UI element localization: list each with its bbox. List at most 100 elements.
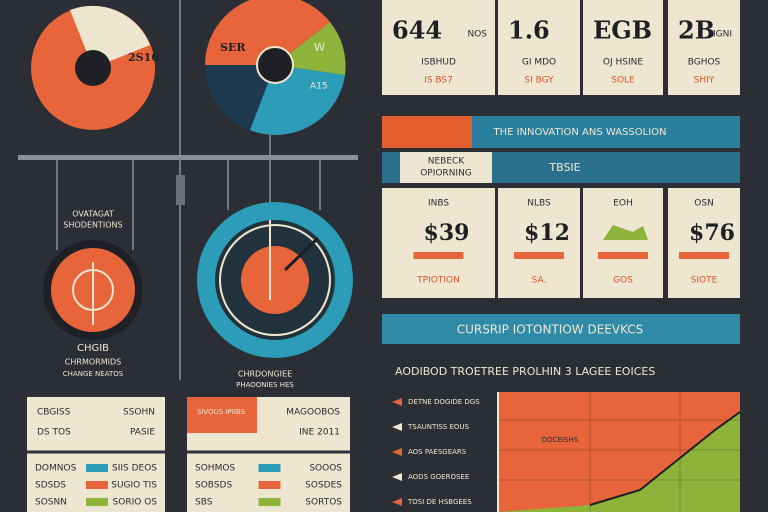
card [27, 397, 165, 512]
card [498, 188, 580, 298]
banner-accent [382, 116, 472, 148]
card-line: BGHOS [688, 58, 721, 68]
label: SHODENTIONS [63, 221, 122, 230]
row-label: DOMNOS [35, 464, 77, 474]
card-line: IS BS7 [424, 76, 453, 86]
card-head: EOH [613, 199, 633, 209]
card-sub: PASIE [130, 428, 155, 438]
chart-label: DETNE DOGIDE DGS [408, 398, 480, 406]
knob [176, 175, 185, 205]
card-line: ISBHUD [421, 58, 456, 68]
card-head: CBGISS [37, 408, 71, 418]
row-bar [86, 498, 108, 506]
card-unit: NOS [467, 30, 487, 40]
mid-cards: INBS $39 TPIOTION NLBS $12 SA. EOH GOS OSN $76 SIO… [382, 188, 740, 298]
card-unit: IGNI [713, 30, 732, 40]
banner-text: THE INNOVATION ANS WASSOLION [492, 127, 666, 138]
card-line: GI MDO [522, 58, 556, 68]
row-label: SOSNN [35, 498, 67, 508]
label: OVATAGAT [72, 210, 114, 219]
row-value: SOOOS [309, 464, 342, 474]
card-value: 2B [678, 16, 715, 45]
icon [392, 448, 402, 456]
card-sub: SIOTE [691, 276, 718, 286]
card-head: SIVOUS IPIIBS [197, 408, 246, 416]
row-label: SOBSDS [195, 481, 232, 491]
card-bar [598, 252, 648, 259]
card-line: SHIY [694, 76, 715, 86]
area-chart [497, 392, 741, 512]
card-sub: DS TOS [37, 428, 71, 438]
pie-label: W [314, 41, 325, 54]
card-bar [679, 252, 729, 259]
card-head: INBS [428, 199, 449, 209]
card-sub: SA. [532, 276, 547, 286]
card-tab [187, 397, 257, 433]
card [382, 0, 495, 95]
card-head: SSOHN [123, 408, 155, 418]
chart-label: AODS GOEROSEE [408, 473, 469, 481]
bottom-cards: CBGISS SSOHN DS TOS PASIE DOMNOS SIIS DEOS SDS… [27, 397, 350, 512]
subheader-text: TBSIE [548, 161, 580, 174]
icon [392, 498, 402, 506]
label: PHAOONIES HES [236, 381, 294, 389]
chart-label: TSAUNTISS EOUS [407, 423, 470, 431]
right-pie [205, 0, 346, 135]
icon [392, 423, 402, 431]
top-cards: 644 NOS ISBHUD IS BS7 1.6 GI MDO SI BGY EGB OJ H… [382, 0, 740, 95]
subheader-cell [400, 152, 492, 183]
card-head: OSN [694, 199, 714, 209]
card-line: OJ HSINE [603, 58, 643, 68]
card-head: NLBS [527, 199, 551, 209]
card-sub: INE 2011 [299, 428, 340, 438]
card-bar [413, 252, 464, 259]
pie-label: SER [220, 41, 246, 54]
chart-labels: DETNE DOGIDE DGS TSAUNTISS EOUS AOS PAESGE… [392, 398, 480, 506]
row-label: SOHMOS [195, 464, 235, 474]
card-sub: GOS [613, 276, 633, 286]
card-value: 1.6 [508, 16, 550, 45]
row-bar [86, 481, 108, 489]
card-value: $39 [424, 220, 470, 246]
label: CHRDONGIEE [238, 370, 292, 379]
row-value: SORIO OS [113, 498, 158, 508]
card-sub: TPIOTION [416, 276, 460, 286]
card [668, 0, 740, 95]
card [668, 188, 740, 298]
banner [382, 314, 740, 344]
card [498, 0, 580, 95]
pie-label: A15 [310, 82, 328, 92]
card-line: SI BGY [524, 76, 554, 86]
label: CHRMORMIDS [65, 358, 121, 367]
row-bar [258, 464, 281, 472]
card-bar [514, 252, 564, 259]
row-value: SOSDES [305, 481, 342, 491]
chart-label: AOS PAESGEARS [408, 448, 467, 456]
card [583, 188, 663, 298]
pie-label: 2S16 [128, 51, 159, 64]
card-value: $12 [524, 220, 570, 246]
card-icon [603, 225, 648, 240]
row-value: SIIS DEOS [112, 464, 157, 474]
label: CHGIB [77, 343, 109, 354]
subheader-text: OPIORNING [420, 169, 472, 179]
row-value: SORTOS [305, 498, 342, 508]
center-circle [197, 202, 353, 358]
row-bar [258, 481, 281, 489]
card [382, 188, 495, 298]
card-value: 644 [392, 16, 442, 45]
row-bar [258, 498, 281, 506]
row-label: SDSDS [35, 481, 66, 491]
row-label: SBS [195, 498, 213, 508]
card-value: $76 [689, 220, 735, 246]
icon [392, 473, 402, 481]
section-title: AODIBOD TROETREE PROLHIN 3 LAGEE EOICES [395, 365, 655, 378]
row-bar [86, 464, 108, 472]
chart-label: TOSI DE HSBGEES [407, 498, 472, 506]
left-circle [43, 240, 143, 340]
banner-text: CURSRIP IOTONTIOW DEEVKCS [457, 323, 644, 337]
label: CHANGE NEATOS [63, 370, 124, 378]
card-value: EGB [593, 16, 652, 45]
left-pie [31, 5, 155, 130]
